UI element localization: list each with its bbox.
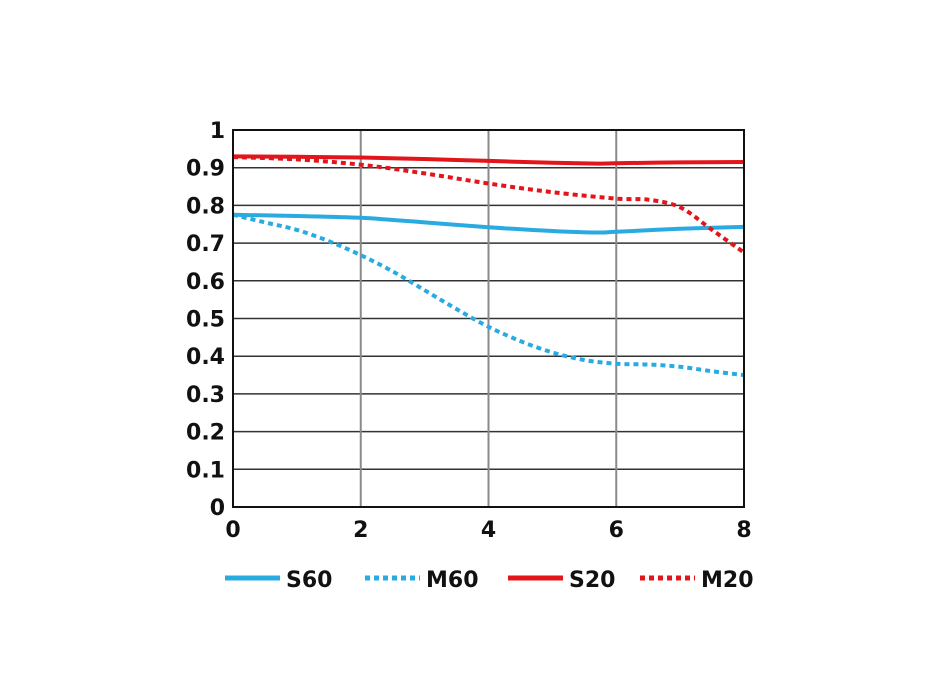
y-tick-label: 0 <box>210 496 225 521</box>
y-tick-label: 0.9 <box>186 157 225 182</box>
y-tick-label: 0.4 <box>186 345 225 370</box>
y-tick-label: 1 <box>210 119 225 144</box>
series-line-m20 <box>232 155 746 255</box>
y-tick-label: 0.7 <box>186 232 225 257</box>
series-line-s20 <box>232 154 745 166</box>
series-line-m60 <box>232 212 745 378</box>
x-axis-ticks: 0 2 4 6 8 <box>225 518 751 543</box>
x-tick-label: 4 <box>481 518 496 543</box>
x-tick-label: 6 <box>609 518 624 543</box>
x-tick-label: 8 <box>736 518 751 543</box>
y-tick-label: 0.6 <box>186 270 225 295</box>
plot-frame <box>232 129 745 508</box>
y-tick-label: 0.1 <box>186 458 225 483</box>
y-axis-ticks: 0 0.1 0.2 0.3 0.4 0.5 0.6 0.7 0.8 0.9 1 <box>186 119 225 521</box>
x-tick-label: 0 <box>225 518 240 543</box>
legend-label-s60: S60 <box>286 568 332 593</box>
y-tick-label: 0.5 <box>186 308 225 333</box>
y-tick-label: 0.8 <box>186 194 225 219</box>
chart-legend: S60 M60 S20 M20 <box>225 568 754 593</box>
legend-label-s20: S20 <box>569 568 615 593</box>
y-tick-label: 0.2 <box>186 421 225 446</box>
legend-label-m20: M20 <box>701 568 754 593</box>
x-tick-label: 2 <box>353 518 368 543</box>
chart-series <box>232 154 746 378</box>
chart-grid <box>232 129 745 508</box>
series-line-s60 <box>232 212 745 235</box>
y-tick-label: 0.3 <box>186 383 225 408</box>
legend-label-m60: M60 <box>426 568 479 593</box>
